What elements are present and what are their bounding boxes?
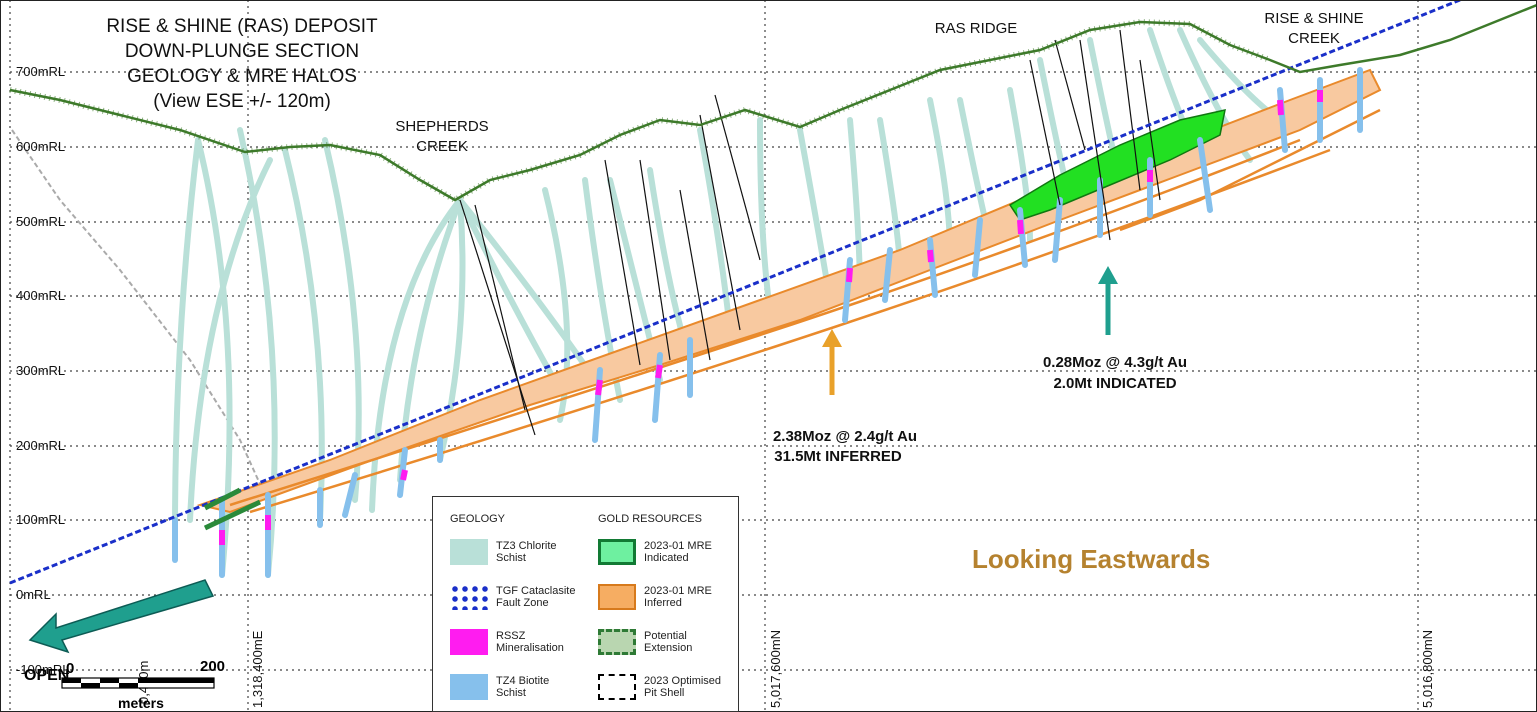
legend-item-chlorite: TZ3 Chlorite Schist xyxy=(450,539,557,565)
indicated-halo xyxy=(1008,109,1226,221)
looking-direction-label: Looking Eastwards xyxy=(972,544,1211,574)
legend-item-extension: Potential Extension xyxy=(598,629,692,655)
rl-700: 700mRL xyxy=(16,64,65,79)
title-line-3: GEOLOGY & MRE HALOS xyxy=(127,66,357,87)
potential-extension xyxy=(203,487,262,531)
legend: GEOLOGY GOLD RESOURCES TZ3 Chlorite Schi… xyxy=(432,496,739,712)
rl-300: 300mRL xyxy=(16,363,65,378)
legend-item-indicated: 2023-01 MRE Indicated xyxy=(598,539,712,565)
biotite-swatch xyxy=(450,674,488,700)
legend-item-fault: TGF Cataclasite Fault Zone xyxy=(450,584,575,610)
fault-lines xyxy=(459,29,1161,436)
title-line-2: DOWN-PLUNGE SECTION xyxy=(125,41,359,62)
legend-label: TGF Cataclasite Fault Zone xyxy=(496,585,576,609)
rl-100: 100mRL xyxy=(16,512,65,527)
pit-shell-outline xyxy=(11,129,266,496)
legend-label: TZ3 Chlorite Schist xyxy=(496,540,557,564)
topography xyxy=(9,3,1537,202)
scale-end: 200 xyxy=(200,658,225,675)
inferred-annotation-1: 2.38Moz @ 2.4g/t Au xyxy=(773,428,917,445)
legend-item-biotite: TZ4 Biotite Schist xyxy=(450,674,549,700)
title-line-1: RISE & SHINE (RAS) DEPOSIT xyxy=(106,16,378,37)
legend-label: TZ4 Biotite Schist xyxy=(496,675,550,699)
shepherds-creek-label-2: CREEK xyxy=(416,138,468,155)
ras-ridge-label: RAS RIDGE xyxy=(935,20,1018,37)
title-line-4: (View ESE +/- 120m) xyxy=(153,91,331,112)
scale-bar: 0 200 meters OPEN xyxy=(24,658,225,711)
legend-item-pit-shell: 2023 Optimised Pit Shell xyxy=(598,674,721,700)
rl-minus-100: -100mRL xyxy=(16,662,69,677)
legend-label: 2023-01 MRE Indicated xyxy=(644,540,712,564)
topo-hatching xyxy=(9,18,1272,204)
chlorite-drillholes xyxy=(172,27,1283,578)
scale-start: 0 xyxy=(66,660,74,677)
northing-label-1: 5,017,600mN xyxy=(768,630,783,708)
rl-labels: 700mRL 600mRL 500mRL 400mRL 300mRL 200mR… xyxy=(16,64,69,677)
rise-shine-creek-label-2: CREEK xyxy=(1288,30,1340,47)
easting-label: 1,318,400mE xyxy=(250,630,265,708)
legend-geology-heading: GEOLOGY xyxy=(450,513,506,525)
indicated-annotation-1: 0.28Moz @ 4.3g/t Au xyxy=(1043,354,1187,371)
shepherds-creek-label-1: SHEPHERDS xyxy=(395,118,488,135)
rl-200: 200mRL xyxy=(16,438,65,453)
legend-label: Potential Extension xyxy=(644,630,693,654)
section-title: RISE & SHINE (RAS) DEPOSIT DOWN-PLUNGE S… xyxy=(106,16,378,112)
rl-600: 600mRL xyxy=(16,139,65,154)
pit-shell-swatch xyxy=(598,674,636,700)
inferred-swatch xyxy=(598,584,636,610)
rssz-intervals xyxy=(219,90,1323,545)
indicated-annotation-2: 2.0Mt INDICATED xyxy=(1053,375,1176,392)
open-arrow xyxy=(28,579,215,654)
scale-unit: meters xyxy=(118,695,164,711)
chlorite-swatch xyxy=(450,539,488,565)
inferred-annotation-2: 31.5Mt INFERRED xyxy=(774,448,902,465)
rl-400: 400mRL xyxy=(16,288,65,303)
indicated-swatch xyxy=(598,539,636,565)
legend-item-rssz: RSSZ Mineralisation xyxy=(450,629,564,655)
rssz-swatch xyxy=(450,629,488,655)
legend-resources-heading: GOLD RESOURCES xyxy=(598,513,702,525)
legend-label: 2023-01 MRE Inferred xyxy=(644,585,712,609)
inferred-arrow xyxy=(822,329,842,395)
indicated-arrow xyxy=(1098,266,1118,335)
fault-swatch xyxy=(450,584,488,610)
rise-shine-creek-label-1: RISE & SHINE xyxy=(1264,10,1363,27)
northing-label-2: 5,016,800mN xyxy=(1420,630,1435,708)
northing-gridlines xyxy=(9,0,1419,712)
legend-label: RSSZ Mineralisation xyxy=(496,630,564,654)
legend-label: 2023 Optimised Pit Shell xyxy=(644,675,722,699)
rl-0: 0mRL xyxy=(16,587,51,602)
extension-swatch xyxy=(598,629,636,655)
rl-500: 500mRL xyxy=(16,214,65,229)
open-label: OPEN xyxy=(24,667,69,684)
legend-item-inferred: 2023-01 MRE Inferred xyxy=(598,584,712,610)
rl-gridlines xyxy=(10,71,1537,671)
